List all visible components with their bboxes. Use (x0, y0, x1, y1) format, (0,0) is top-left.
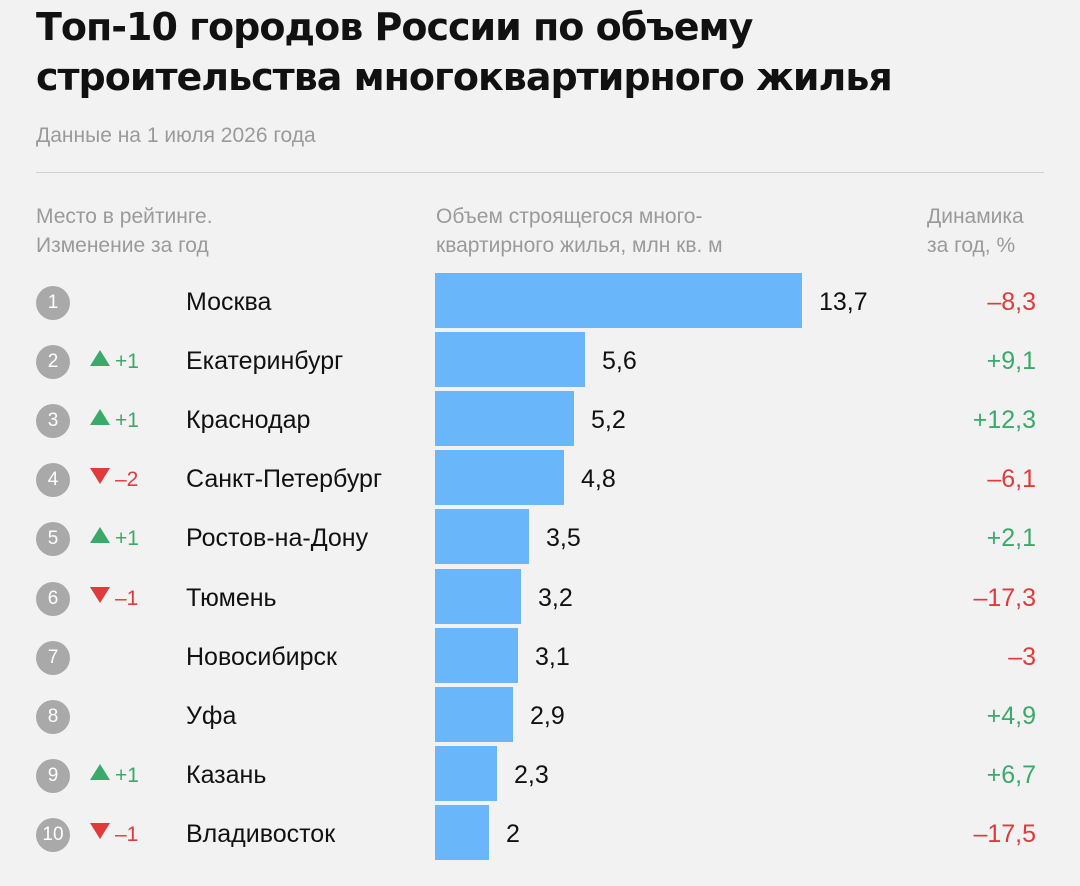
column-header-rank-line-2: Изменение за год (36, 234, 209, 257)
bar-value-label: 2,9 (530, 701, 565, 730)
bar-value-label: 13,7 (819, 288, 868, 316)
bar-value-label: 3,5 (546, 524, 581, 553)
dynamics-value: +12,3 (972, 406, 1036, 435)
table-row: 9 +1 Казань 2,3 +6,7 (0, 745, 1080, 805)
rank-change: +1 (90, 407, 139, 435)
table-row: 8 Уфа 2,9 +4,9 (0, 686, 1080, 746)
dynamics-value: +4,9 (986, 701, 1036, 730)
bar (435, 627, 518, 683)
column-header-volume: Объем строящегося много- квартирного жил… (436, 202, 723, 260)
bar (435, 273, 802, 328)
rank-badge: 9 (36, 758, 70, 793)
bar-value-label: 2,3 (514, 760, 549, 789)
city-label: Казань (186, 760, 267, 789)
rank-badge: 5 (36, 522, 70, 557)
rank-change: –1 (90, 821, 138, 849)
column-header-volume-line-1: Объем строящегося много- (436, 205, 703, 228)
dynamics-value: –3 (1008, 642, 1036, 671)
city-label: Уфа (186, 701, 237, 730)
rank-badge: 3 (36, 404, 70, 439)
table-row: 3 +1 Краснодар 5,2 +12,3 (0, 391, 1080, 450)
table-row: 5 +1 Ростов-на-Дону 3,5 +2,1 (0, 509, 1080, 568)
bar (435, 509, 529, 565)
table-row: 6 –1 Тюмень 3,2 –17,3 (0, 568, 1080, 628)
table-row: 10 –1 Владивосток 2 –17,5 (0, 804, 1080, 864)
rank-change: –1 (90, 585, 138, 613)
bar-value-label: 2 (506, 819, 520, 848)
dynamics-value: +6,7 (986, 760, 1036, 789)
triangle-down-icon (90, 822, 110, 839)
table-row: 1 Москва 13,7 –8,3 (0, 273, 1080, 332)
rank-badge: 1 (36, 286, 70, 320)
bar (435, 332, 585, 388)
rank-change-value: +1 (115, 527, 139, 551)
header-divider (36, 172, 1044, 173)
rank-change-value: +1 (115, 763, 139, 787)
bar-value-label: 5,6 (602, 347, 637, 376)
dynamics-value: –17,5 (973, 819, 1036, 848)
dynamics-value: –17,3 (973, 583, 1036, 612)
rank-change: +1 (90, 525, 139, 553)
city-label: Тюмень (186, 583, 277, 612)
triangle-up-icon (90, 350, 110, 367)
rank-change: +1 (90, 348, 139, 376)
city-label: Москва (186, 288, 272, 316)
bar (435, 686, 513, 742)
city-label: Краснодар (186, 406, 311, 435)
rank-badge: 2 (36, 345, 70, 380)
table-row: 4 –2 Санкт-Петербург 4,8 –6,1 (0, 450, 1080, 509)
city-label: Екатеринбург (186, 347, 344, 376)
rank-change: –2 (90, 466, 138, 494)
triangle-up-icon (90, 409, 110, 426)
bar-value-label: 3,1 (535, 642, 570, 671)
bar (435, 745, 497, 801)
dynamics-value: +9,1 (986, 347, 1036, 376)
rank-change-value: +1 (115, 350, 139, 374)
dynamics-value: –6,1 (987, 465, 1036, 494)
bar (435, 391, 574, 447)
city-label: Ростов-на-Дону (186, 524, 369, 553)
bar-value-label: 4,8 (581, 465, 616, 494)
dynamics-value: +2,1 (986, 524, 1036, 553)
column-header-dynamics-line-2: за год, % (927, 234, 1016, 257)
rank-badge: 8 (36, 699, 70, 734)
rank-badge: 4 (36, 463, 70, 498)
city-label: Санкт-Петербург (186, 465, 383, 494)
column-header-rank-line-1: Место в рейтинге. (36, 205, 213, 228)
city-label: Новосибирск (186, 642, 337, 671)
chart-title: Топ-10 городов России по объему строител… (36, 5, 893, 99)
dynamics-value: –8,3 (987, 288, 1036, 316)
rank-badge: 6 (36, 581, 70, 616)
rank-change: +1 (90, 762, 139, 790)
triangle-down-icon (90, 586, 110, 603)
city-label: Владивосток (186, 819, 336, 848)
triangle-up-icon (90, 763, 110, 780)
bar (435, 450, 564, 506)
rank-badge: 10 (36, 817, 70, 852)
bar-value-label: 3,2 (538, 583, 573, 612)
bar (435, 568, 521, 624)
column-header-dynamics-line-1: Динамика (927, 205, 1024, 228)
rank-change-value: +1 (115, 409, 139, 433)
table-row: 7 Новосибирск 3,1 –3 (0, 627, 1080, 687)
column-header-rank: Место в рейтинге. Изменение за год (36, 202, 213, 260)
column-header-dynamics: Динамика за год, % (927, 202, 1024, 260)
triangle-up-icon (90, 527, 110, 544)
bar-value-label: 5,2 (591, 406, 626, 435)
chart-subtitle: Данные на 1 июля 2026 года (36, 124, 316, 147)
rank-badge: 7 (36, 640, 70, 675)
rank-change-value: –1 (115, 586, 139, 610)
rank-change-value: –2 (115, 468, 139, 492)
column-header-volume-line-2: квартирного жилья, млн кв. м (436, 234, 723, 257)
bar (435, 804, 489, 860)
table-row: 2 +1 Екатеринбург 5,6 +9,1 (0, 332, 1080, 391)
rank-change-value: –1 (115, 822, 139, 846)
triangle-down-icon (90, 468, 110, 485)
